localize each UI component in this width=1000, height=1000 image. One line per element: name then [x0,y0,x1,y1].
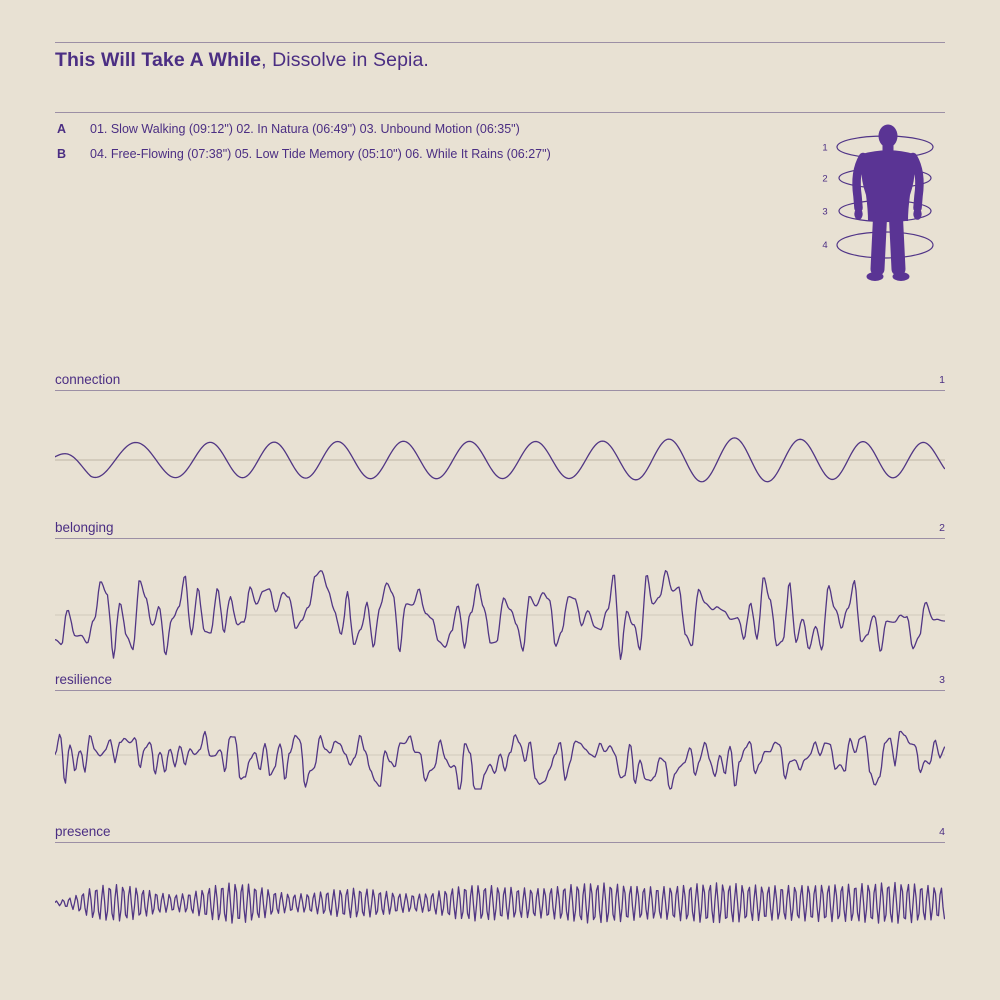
section-number-3: 3 [939,674,945,686]
section-header-belonging: belonging 2 [55,517,945,537]
section-rule-presence [55,842,945,844]
waveform-resilience [55,730,945,790]
section-label-presence: presence [55,824,111,839]
section-header-presence: presence 4 [55,821,945,841]
ring-4-number: 4 [822,240,827,251]
tracklist-side-b: B 04. Free-Flowing (07:38") 05. Low Tide… [55,147,815,165]
human-figure-diagram: 1 2 3 4 [822,124,934,281]
ring-2-number: 2 [822,174,827,185]
waveform-connection [55,437,945,483]
side-b-label: B [57,147,67,161]
tracklist-side-a: A 01. Slow Walking (09:12") 02. In Natur… [55,122,815,140]
section-label-belonging: belonging [55,520,114,535]
section-number-1: 1 [939,374,945,386]
side-a-tracks: 01. Slow Walking (09:12") 02. In Natura … [90,122,520,136]
waveform-line-presence [55,881,945,924]
side-a-label: A [57,122,67,136]
section-label-resilience: resilience [55,672,113,687]
section-rule-connection [55,390,945,392]
section-number-2: 2 [939,522,945,534]
waveform-presence [55,881,945,924]
ring-3-number: 3 [822,207,827,218]
side-b-tracks: 04. Free-Flowing (07:38") 05. Low Tide M… [90,147,551,161]
waveform-line-belonging [55,570,945,661]
waveform-line-resilience [55,730,945,790]
album-title: This Will Take A While, Dissolve in Sepi… [55,49,429,72]
section-rule-resilience [55,690,945,692]
waveform-belonging [55,570,945,661]
section-rule-belonging [55,538,945,540]
album-title-bold: This Will Take A While [55,49,262,71]
waveform-line-connection [55,437,945,483]
human-silhouette-icon [852,124,924,281]
section-number-4: 4 [939,826,945,838]
ring-1-number: 1 [822,143,827,154]
section-header-resilience: resilience 3 [55,669,945,689]
tracklist-rule [55,112,945,114]
section-header-connection: connection 1 [55,369,945,389]
section-label-connection: connection [55,372,121,387]
album-title-subtitle: , Dissolve in Sepia. [261,49,429,71]
top-rule [55,42,945,44]
